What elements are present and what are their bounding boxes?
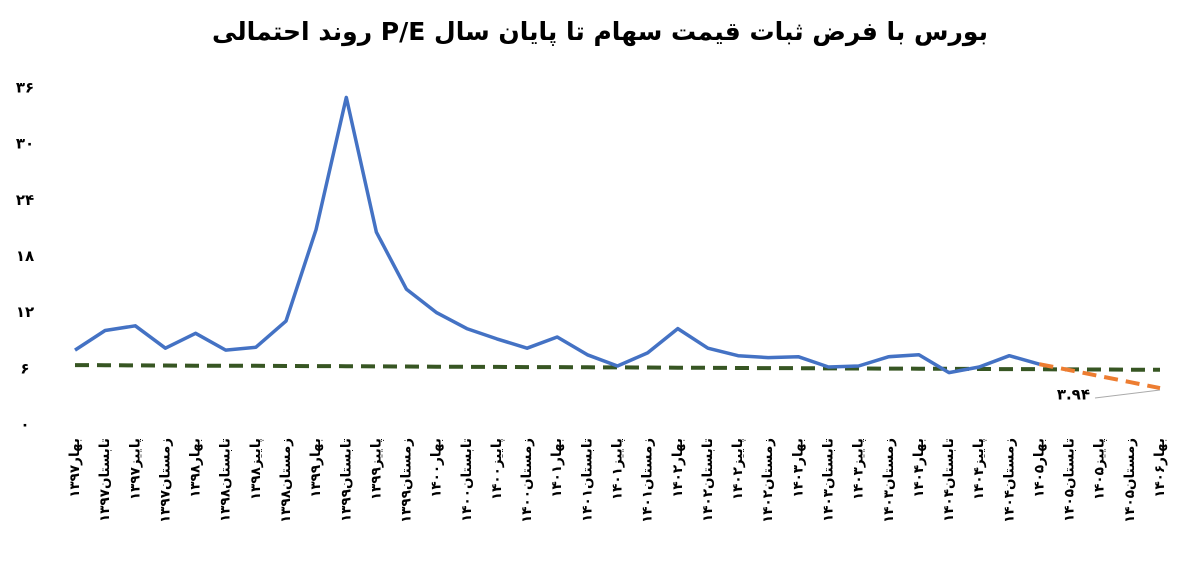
x-tick-label: زمستان۱۴۰۵ bbox=[1122, 438, 1138, 523]
x-tick-label: تابستان۱۴۰۴ bbox=[941, 438, 957, 522]
y-tick-label: ۲۴ bbox=[16, 191, 34, 209]
x-tick-label: تابستان۱۴۰۳ bbox=[820, 438, 836, 522]
x-tick-label: تابستان۱۳۹۷ bbox=[97, 438, 113, 522]
x-tick-label: تابستان۱۴۰۲ bbox=[700, 438, 716, 522]
x-tick-label: بهار۱۳۹۹ bbox=[308, 438, 324, 498]
x-tick-label: بهار۱۴۰۲ bbox=[670, 438, 686, 498]
x-tick-label: پاییز۱۴۰۴ bbox=[971, 438, 987, 500]
x-tick-label: بهار۱۴۰۵ bbox=[1031, 438, 1047, 498]
y-tick-label: ۶ bbox=[20, 359, 29, 377]
x-tick-label: زمستان۱۴۰۰ bbox=[519, 438, 535, 523]
chart-title: روند احتمالی P/E بورس با فرض ثبات قیمت س… bbox=[212, 17, 988, 47]
x-tick-label: بهار۱۴۰۶ bbox=[1152, 438, 1168, 498]
data-label: ۳.۹۴ bbox=[1057, 386, 1090, 404]
x-tick-label: زمستان۱۴۰۴ bbox=[1001, 438, 1017, 523]
x-tick-label: زمستان۱۴۰۱ bbox=[640, 438, 656, 523]
x-tick-label: زمستان۱۳۹۹ bbox=[399, 438, 415, 523]
x-tick-label: بهار۱۴۰۳ bbox=[790, 438, 806, 498]
series-line bbox=[74, 95, 1040, 375]
y-tick-label: ۳۶ bbox=[16, 79, 34, 97]
x-tick-label: پاییز۱۴۰۰ bbox=[489, 438, 505, 500]
x-tick-label: تابستان۱۳۹۹ bbox=[338, 438, 354, 522]
x-tick-label: پاییز۱۳۹۸ bbox=[248, 438, 264, 500]
x-tick-label: تابستان۱۳۹۸ bbox=[218, 438, 234, 522]
y-tick-label: ۱۲ bbox=[16, 303, 34, 321]
leader-line bbox=[1094, 389, 1161, 399]
x-tick-label: بهار۱۴۰۰ bbox=[429, 438, 445, 498]
x-tick-label: پاییز۱۳۹۷ bbox=[127, 438, 143, 500]
x-tick-label: پاییز۱۴۰۲ bbox=[730, 438, 746, 500]
x-tick-label: تابستان۱۴۰۵ bbox=[1062, 438, 1078, 522]
series-line bbox=[74, 363, 1161, 372]
x-tick-label: پاییز۱۴۰۵ bbox=[1092, 438, 1108, 500]
y-tick-label: ۰ bbox=[20, 416, 29, 434]
x-tick-label: بهار۱۴۰۴ bbox=[911, 438, 927, 498]
x-tick-label: بهار۱۴۰۱ bbox=[549, 438, 565, 498]
y-tick-label: ۱۸ bbox=[16, 247, 34, 265]
x-tick-label: تابستان۱۴۰۰ bbox=[459, 438, 475, 522]
x-tick-label: بهار۱۳۹۷ bbox=[67, 438, 83, 498]
x-tick-label: زمستان۱۳۹۸ bbox=[278, 438, 294, 523]
x-tick-label: پاییز۱۴۰۱ bbox=[610, 438, 626, 500]
x-tick-label: زمستان۱۳۹۷ bbox=[157, 438, 173, 523]
y-tick-label: ۳۰ bbox=[16, 135, 34, 153]
x-tick-label: پاییز۱۴۰۳ bbox=[851, 438, 867, 500]
x-tick-label: زمستان۱۴۰۲ bbox=[760, 438, 776, 523]
x-tick-label: بهار۱۳۹۸ bbox=[188, 438, 204, 498]
x-tick-label: زمستان۱۴۰۳ bbox=[881, 438, 897, 523]
x-tick-label: تابستان۱۴۰۱ bbox=[579, 438, 595, 522]
x-tick-label: پاییز۱۳۹۹ bbox=[368, 438, 384, 500]
